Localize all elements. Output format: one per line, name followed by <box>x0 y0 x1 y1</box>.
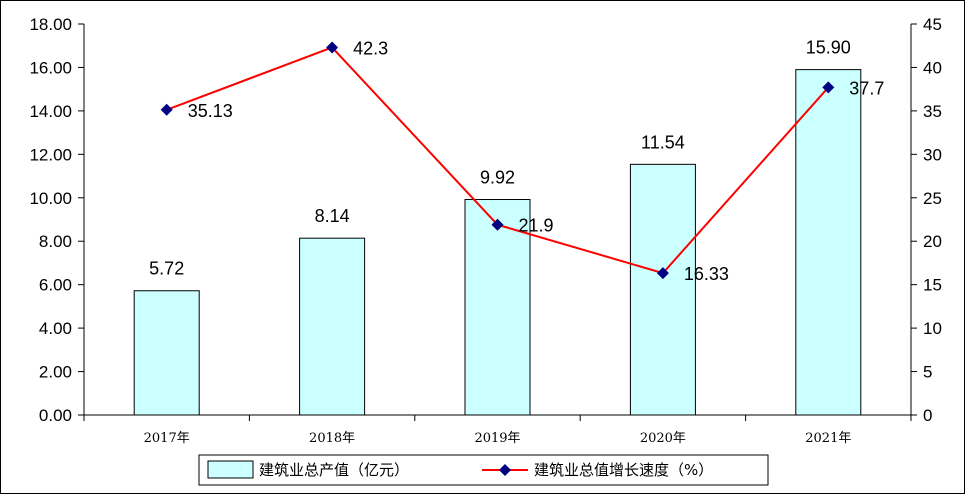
bar-series <box>133 69 862 416</box>
right-tick-label: 0 <box>923 406 932 425</box>
axes <box>83 24 912 421</box>
right-tick-label: 45 <box>923 15 942 34</box>
legend: 建筑业总产值（亿元） 建筑业总值增长速度（%） <box>198 454 769 486</box>
legend-bar-swatch <box>207 460 254 479</box>
bar-data-label: 15.90 <box>806 38 851 58</box>
line-data-label: 37.7 <box>849 78 884 98</box>
bar-data-label: 9.92 <box>480 168 515 188</box>
right-tick-label: 15 <box>923 276 942 295</box>
bar-data-label: 11.54 <box>641 132 685 152</box>
right-tick-label: 35 <box>923 102 942 121</box>
left-tick-label: 12.00 <box>29 145 72 164</box>
left-tick-label: 6.00 <box>39 276 72 295</box>
bar <box>133 290 200 416</box>
line-point <box>822 81 835 94</box>
legend-line-marker <box>499 464 511 476</box>
line-data-label: 35.13 <box>188 101 233 121</box>
left-tick-label: 0.00 <box>39 406 72 425</box>
left-tick-label: 18.00 <box>29 15 72 34</box>
bar-data-labels: 5.72 8.14 9.92 11.54 15.90 <box>149 38 851 279</box>
x-tick-label: 2017年 <box>144 431 190 446</box>
line-point <box>656 267 669 280</box>
bar <box>464 199 531 416</box>
right-tick-label: 5 <box>923 363 932 382</box>
line-data-label: 21.9 <box>519 216 554 236</box>
x-tick-label: 2020年 <box>640 431 686 446</box>
right-tick-label: 40 <box>923 58 942 77</box>
bar <box>629 163 696 416</box>
line-data-label: 42.3 <box>353 38 388 58</box>
bar <box>299 237 366 416</box>
right-tick-label: 10 <box>923 319 942 338</box>
line-point <box>491 218 504 231</box>
legend-bar-label: 建筑业总产值（亿元） <box>259 461 409 479</box>
x-tick-label: 2019年 <box>474 431 520 446</box>
left-tick-label: 4.00 <box>39 319 72 338</box>
line-data-label: 16.33 <box>684 264 729 284</box>
line-point <box>326 41 339 54</box>
right-tick-label: 30 <box>923 145 942 164</box>
left-tick-label: 14.00 <box>29 102 72 121</box>
left-tick-label: 10.00 <box>29 189 72 208</box>
x-tick-label: 2018年 <box>309 431 355 446</box>
left-tick-label: 16.00 <box>29 58 72 77</box>
left-axis-ticks: 0.00 2.00 4.00 6.00 8.00 10.00 12.00 14.00 16.00… <box>29 15 84 425</box>
legend-line-label: 建筑业总值增长速度（%） <box>534 461 713 479</box>
category-labels: 2017年 2018年 2019年 2020年 2021年 <box>144 431 852 446</box>
bar-data-label: 8.14 <box>315 206 350 226</box>
right-axis-ticks: 0 5 10 15 20 25 30 35 40 45 <box>911 15 942 425</box>
line-series <box>160 41 835 280</box>
line-data-labels: 35.13 42.3 21.9 16.33 37.7 <box>188 38 885 284</box>
left-tick-label: 8.00 <box>39 232 72 251</box>
right-tick-label: 20 <box>923 232 942 251</box>
right-tick-label: 25 <box>923 189 942 208</box>
left-tick-label: 2.00 <box>39 363 72 382</box>
line-point <box>160 103 173 116</box>
bar-data-label: 5.72 <box>149 259 184 279</box>
bar <box>795 69 862 416</box>
x-tick-label: 2021年 <box>805 431 851 446</box>
